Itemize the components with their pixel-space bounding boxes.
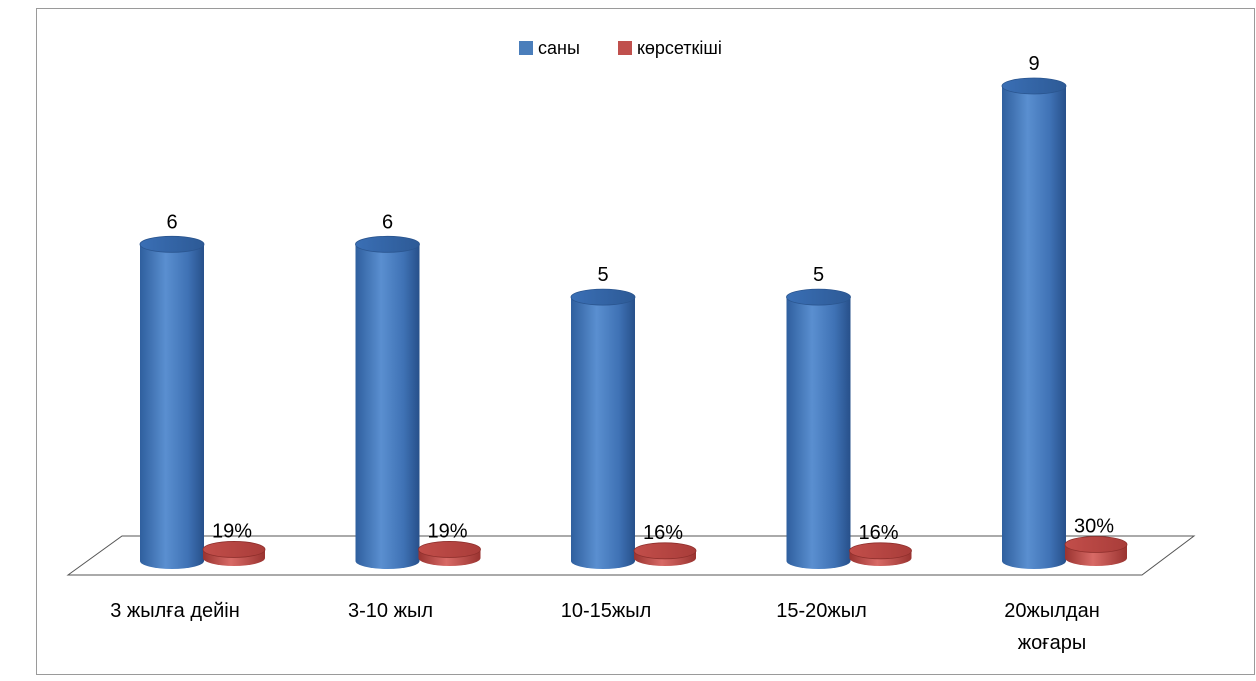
data-label-series-1: 5 <box>597 264 608 286</box>
bar-body <box>140 244 204 570</box>
bar-top <box>1001 77 1067 95</box>
legend-label-series-2: көрсеткіші <box>637 38 722 58</box>
bar-series-1 <box>1001 77 1067 569</box>
chart-border <box>36 8 1255 675</box>
x-tick-label: 3-10 жыл <box>348 600 433 622</box>
bar-series-2 <box>849 542 912 566</box>
bar-series-2 <box>633 542 697 566</box>
bar-top <box>355 235 420 253</box>
bar-top <box>570 288 636 306</box>
data-label-series-2: 19% <box>212 520 252 542</box>
data-label-series-2: 30% <box>1074 516 1114 538</box>
bar-series-2 <box>1064 536 1128 566</box>
bar-body <box>786 297 851 569</box>
bar-body <box>1002 86 1066 569</box>
bar-top <box>202 541 266 558</box>
x-axis-labels: 3 жылға дейін 3-10 жыл 10-15жыл 15-20жыл 20ж… <box>110 600 1100 654</box>
bar-series-2 <box>418 541 481 566</box>
bar-body <box>355 244 420 570</box>
bar-top <box>633 542 697 560</box>
legend: саны көрсеткіші <box>519 38 722 58</box>
bar-series-1 <box>570 288 636 569</box>
legend-swatch-series-2 <box>618 41 632 55</box>
bar-series-1 <box>786 288 851 569</box>
legend-label-series-1: саны <box>538 38 580 58</box>
bar-top <box>786 288 851 306</box>
bar-series-1 <box>139 235 205 570</box>
bar-series-2 <box>202 541 266 566</box>
bar-top <box>1064 536 1128 553</box>
bars-group: 6 19% 6 19% 5 16% 5 16% 9 30% <box>139 53 1128 570</box>
data-label-series-1: 5 <box>813 264 824 286</box>
bar-top <box>849 542 912 560</box>
legend-swatch-series-1 <box>519 41 533 55</box>
data-label-series-2: 16% <box>643 522 683 544</box>
x-tick-label: 3 жылға дейін <box>110 600 240 622</box>
x-tick-label: 10-15жыл <box>561 600 652 622</box>
bar-top <box>418 541 481 558</box>
data-label-series-2: 16% <box>858 522 898 544</box>
data-label-series-1: 6 <box>382 211 393 233</box>
data-label-series-1: 9 <box>1028 53 1039 75</box>
x-tick-label: 15-20жыл <box>776 600 867 622</box>
data-label-series-2: 19% <box>427 520 467 542</box>
data-label-series-1: 6 <box>166 211 177 233</box>
bar-series-1 <box>355 235 420 570</box>
bar-top <box>139 235 205 253</box>
x-tick-label: 20жылдан жоғары <box>1004 600 1100 654</box>
bar-body <box>571 297 635 569</box>
